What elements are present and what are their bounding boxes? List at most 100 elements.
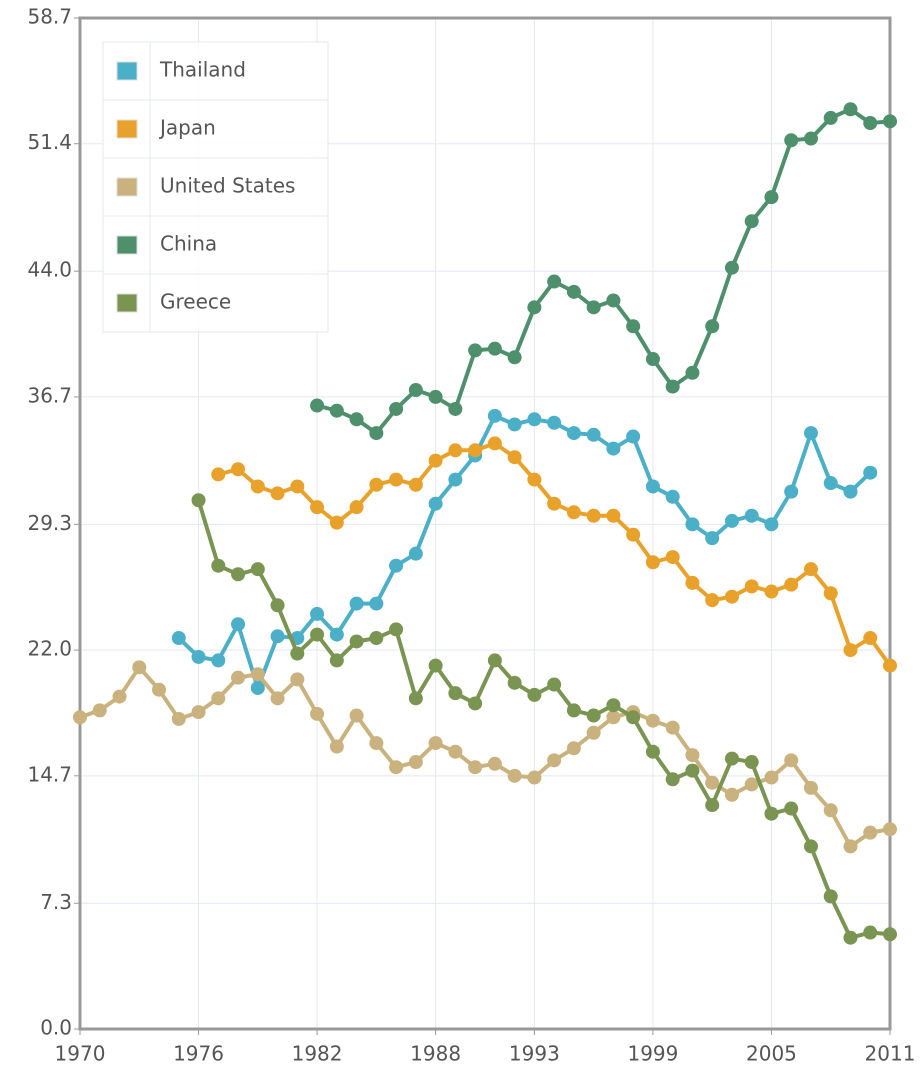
- data-point: [685, 748, 700, 763]
- data-point: [448, 472, 463, 487]
- data-point: [329, 653, 344, 668]
- data-point: [547, 415, 562, 430]
- data-point: [191, 649, 206, 664]
- data-point: [744, 508, 759, 523]
- legend: Thailand Japan United States China Greece: [102, 41, 329, 333]
- data-point: [487, 653, 502, 668]
- data-point: [290, 646, 305, 661]
- data-point: [231, 617, 246, 632]
- data-point: [863, 925, 878, 940]
- data-point: [685, 763, 700, 778]
- legend-swatch: [116, 61, 138, 81]
- data-point: [250, 562, 265, 577]
- data-point: [764, 517, 779, 532]
- y-tick-label: 58.7: [27, 5, 72, 29]
- data-point: [784, 753, 799, 768]
- data-point: [389, 760, 404, 775]
- data-point: [586, 300, 601, 315]
- data-point: [527, 300, 542, 315]
- plot-border: [78, 16, 892, 1031]
- data-point: [803, 780, 818, 795]
- data-point: [527, 412, 542, 427]
- data-point: [823, 803, 838, 818]
- x-tick-label: 1982: [292, 1042, 343, 1066]
- data-point: [527, 472, 542, 487]
- data-point: [369, 426, 384, 441]
- data-point: [665, 379, 680, 394]
- data-point: [823, 586, 838, 601]
- y-tick-label: 0.0: [40, 1016, 72, 1040]
- data-point: [487, 408, 502, 423]
- data-point: [586, 708, 601, 723]
- data-point: [626, 710, 641, 725]
- data-point: [843, 643, 858, 658]
- data-point: [645, 555, 660, 570]
- data-point: [270, 598, 285, 613]
- data-point: [408, 546, 423, 561]
- data-point: [310, 606, 325, 621]
- x-tick-label: 1999: [627, 1042, 678, 1066]
- data-point: [685, 517, 700, 532]
- data-point: [645, 479, 660, 494]
- data-point: [586, 508, 601, 523]
- data-point: [191, 493, 206, 508]
- data-point: [744, 755, 759, 770]
- data-point: [349, 708, 364, 723]
- data-point: [152, 682, 167, 697]
- data-point: [823, 476, 838, 491]
- y-tick-label: 7.3: [40, 890, 72, 914]
- data-point: [843, 930, 858, 945]
- data-point: [349, 634, 364, 649]
- data-point: [389, 472, 404, 487]
- data-point: [744, 579, 759, 594]
- data-point: [171, 631, 186, 646]
- data-point: [487, 756, 502, 771]
- legend-label: Japan: [158, 116, 216, 140]
- data-point: [468, 443, 483, 458]
- data-point: [349, 500, 364, 515]
- data-point: [566, 426, 581, 441]
- legend-swatch: [116, 119, 138, 139]
- data-point: [468, 760, 483, 775]
- data-point: [606, 698, 621, 713]
- data-point: [408, 755, 423, 770]
- data-point: [369, 631, 384, 646]
- data-point: [566, 284, 581, 299]
- data-point: [883, 822, 897, 837]
- data-point: [724, 751, 739, 766]
- data-point: [231, 670, 246, 685]
- data-point: [645, 713, 660, 728]
- data-point: [92, 703, 107, 718]
- data-point: [626, 429, 641, 444]
- data-point: [389, 401, 404, 416]
- legend-label: Thailand: [159, 58, 246, 82]
- data-point: [843, 102, 858, 117]
- data-point: [428, 453, 443, 468]
- data-point: [448, 744, 463, 759]
- data-point: [428, 736, 443, 751]
- data-point: [310, 500, 325, 515]
- data-point: [803, 131, 818, 146]
- data-point: [290, 479, 305, 494]
- data-point: [527, 770, 542, 785]
- data-point: [606, 293, 621, 308]
- data-point: [270, 691, 285, 706]
- y-tick-label: 14.7: [27, 762, 72, 786]
- data-point: [389, 558, 404, 573]
- data-point: [349, 412, 364, 427]
- legend-label: Greece: [160, 290, 231, 314]
- legend-box: [102, 41, 329, 333]
- data-point: [566, 703, 581, 718]
- data-point: [586, 427, 601, 442]
- legend-label: China: [160, 232, 217, 256]
- data-point: [803, 839, 818, 854]
- data-point: [171, 711, 186, 726]
- data-point: [369, 736, 384, 751]
- data-point: [705, 319, 720, 334]
- data-point: [270, 629, 285, 644]
- data-point: [428, 496, 443, 511]
- y-tick-label: 51.4: [27, 130, 72, 154]
- data-point: [507, 350, 522, 365]
